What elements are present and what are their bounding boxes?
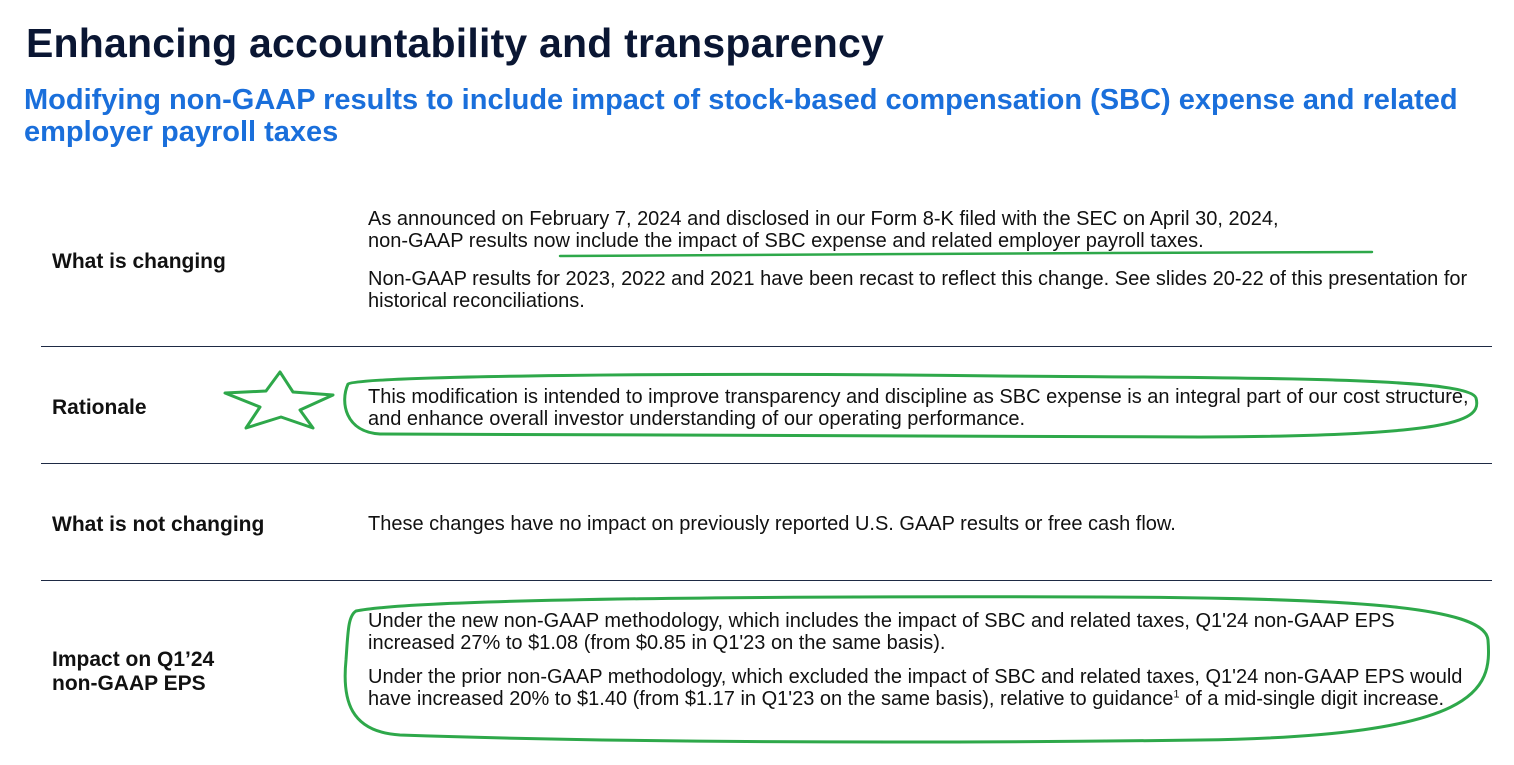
changing-para1-line2: non-GAAP results now include the impact … xyxy=(368,230,1483,252)
row-divider xyxy=(41,580,1492,581)
impact-para2-end: of a mid-single digit increase. xyxy=(1179,688,1445,710)
row-body-impact-eps: Under the new non-GAAP methodology, whic… xyxy=(368,610,1483,710)
row-label-impact-eps: Impact on Q1’24 non-GAAP EPS xyxy=(52,648,214,696)
changing-para1-line1: As announced on February 7, 2024 and dis… xyxy=(368,208,1279,230)
changing-para1-start: non-GAAP results xyxy=(368,230,534,252)
impact-label-line1: Impact on Q1’24 xyxy=(52,648,215,671)
impact-para1: Under the new non-GAAP methodology, whic… xyxy=(368,610,1395,654)
changing-para2: Non-GAAP results for 2023, 2022 and 2021… xyxy=(368,268,1468,312)
row-label-rationale: Rationale xyxy=(52,396,147,419)
page-title: Enhancing accountability and transparenc… xyxy=(26,20,885,66)
changing-highlighted-text: now include the impact of SBC expense an… xyxy=(533,230,1204,252)
row-body-rationale: This modification is intended to improve… xyxy=(368,386,1483,430)
row-body-what-is-not-changing: These changes have no impact on previous… xyxy=(368,513,1483,535)
impact-label-line2: non-GAAP EPS xyxy=(52,672,206,695)
row-label-what-is-not-changing: What is not changing xyxy=(52,513,265,536)
row-body-what-is-changing: As announced on February 7, 2024 and dis… xyxy=(368,208,1483,312)
impact-para2: Under the prior non-GAAP methodology, wh… xyxy=(368,666,1483,710)
star-outline-icon xyxy=(223,370,335,430)
rationale-para1: This modification is intended to improve… xyxy=(368,386,1469,430)
page-subtitle: Modifying non-GAAP results to include im… xyxy=(24,84,1458,148)
row-divider xyxy=(41,463,1492,464)
row-divider xyxy=(41,346,1492,347)
not-changing-para1: These changes have no impact on previous… xyxy=(368,513,1176,535)
row-label-what-is-changing: What is changing xyxy=(52,250,226,273)
